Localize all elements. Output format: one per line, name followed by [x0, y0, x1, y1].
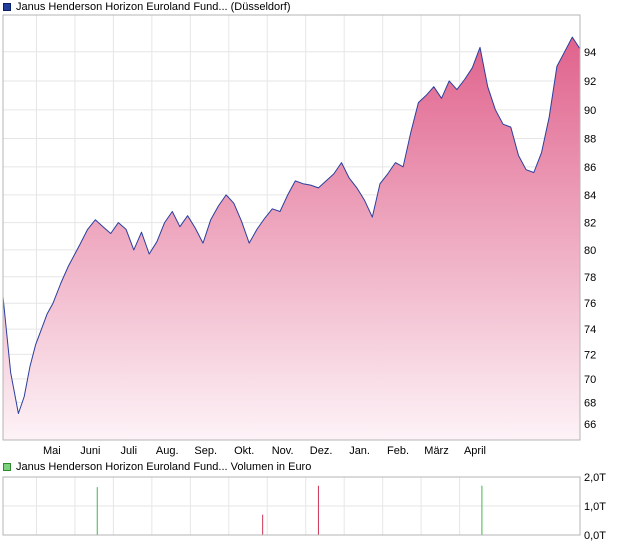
volume-plot-border: [2, 476, 581, 536]
price-x-tick-label: Mai: [43, 445, 61, 457]
price-y-tick-label: 82: [584, 218, 596, 230]
volume-y-tick-label: 2,0T: [584, 472, 606, 484]
price-plot-border: [2, 14, 581, 441]
price-x-tick-label: Dez.: [310, 445, 333, 457]
price-y-tick-label: 72: [584, 349, 596, 361]
price-x-tick-label: Sep.: [194, 445, 217, 457]
volume-panel: 0,0T 1,0T 2,0T: [2, 472, 606, 542]
price-y-tick-label: 70: [584, 374, 596, 386]
price-y-tick-label: 92: [584, 76, 596, 88]
price-x-tick-label: April: [464, 445, 486, 457]
price-x-tick-label: Okt.: [234, 445, 254, 457]
price-y-tick-label: 76: [584, 298, 596, 310]
volume-legend-swatch: [3, 463, 11, 471]
price-y-tick-label: 78: [584, 272, 596, 284]
price-y-tick-label: 66: [584, 419, 596, 431]
price-legend-label: Janus Henderson Horizon Euroland Fund...…: [16, 1, 291, 13]
price-x-tick-label: Nov.: [272, 445, 294, 457]
price-y-tick-label: 68: [584, 397, 596, 409]
price-y-tick-label: 90: [584, 105, 596, 117]
price-x-tick-label: März: [424, 445, 448, 457]
volume-legend-label: Janus Henderson Horizon Euroland Fund...…: [16, 461, 312, 473]
price-y-tick-label: 94: [584, 47, 596, 59]
price-x-tick-label: Jan.: [349, 445, 370, 457]
price-panel: 66 68 70 72 74 76 78 80 82 84 86 88 90 92 94 Mai Juni Jul…: [2, 14, 596, 457]
price-line: [2, 36, 581, 414]
price-y-tick-label: 86: [584, 162, 596, 174]
price-x-tick-label: Aug.: [156, 445, 179, 457]
price-x-tick-label: Juni: [80, 445, 100, 457]
volume-legend: Janus Henderson Horizon Euroland Fund...…: [3, 460, 311, 474]
price-y-tick-label: 80: [584, 245, 596, 257]
price-y-tick-label: 74: [584, 324, 596, 336]
volume-y-tick-label: 0,0T: [584, 530, 606, 542]
price-y-tick-label: 84: [584, 190, 596, 202]
price-area-fill: [3, 37, 580, 440]
price-legend-swatch: [3, 3, 11, 11]
volume-y-tick-label: 1,0T: [584, 501, 606, 513]
price-y-tick-label: 88: [584, 133, 596, 145]
price-legend: Janus Henderson Horizon Euroland Fund...…: [3, 0, 291, 14]
price-x-tick-label: Feb.: [387, 445, 409, 457]
price-x-tick-label: Juli: [121, 445, 138, 457]
